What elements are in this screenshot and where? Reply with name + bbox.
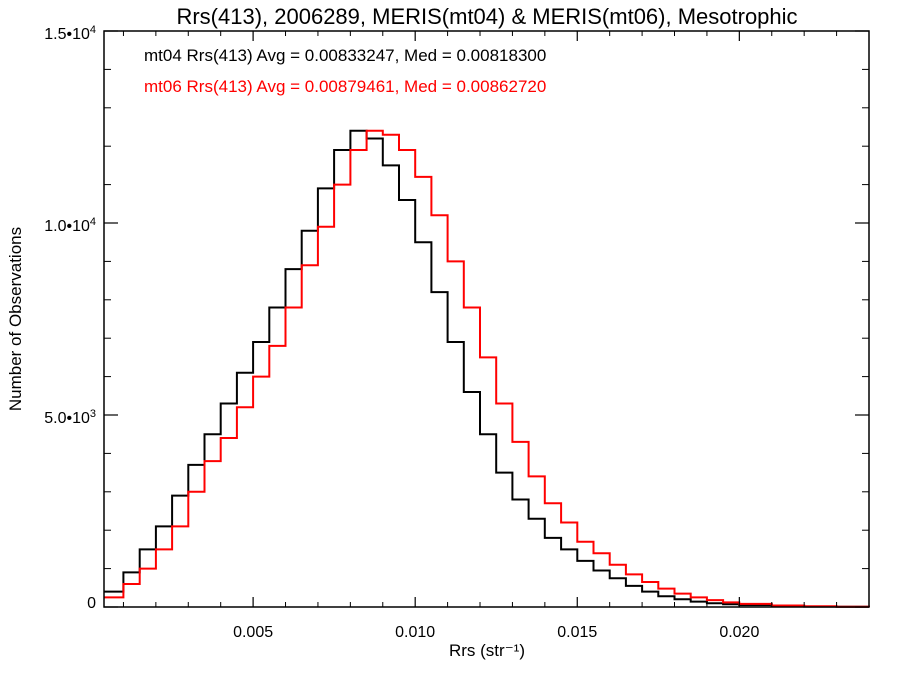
x-tick-label: 0.005: [233, 624, 273, 641]
x-tick-label: 0.015: [557, 624, 597, 641]
plot-frame: [103, 30, 870, 608]
x-tick-label: 0.010: [395, 624, 435, 641]
x-axis-label: Rrs (str⁻¹): [449, 641, 525, 660]
chart-title: Rrs(413), 2006289, MERIS(mt04) & MERIS(m…: [176, 4, 797, 29]
series-layer: [104, 129, 870, 608]
y-tick-label: 1.5•104: [44, 24, 96, 43]
y-tick-label: 5.0•103: [44, 408, 96, 427]
series-line-1: [104, 129, 870, 608]
y-tick-label: 0: [87, 595, 96, 612]
y-axis-ticks: 0 5.0•103 1.0•104 1.5•104: [44, 24, 869, 612]
y-tick-label: 1.0•104: [44, 216, 96, 235]
annotation-mt04: mt04 Rrs(413) Avg = 0.00833247, Med = 0.…: [144, 46, 546, 65]
y-axis-label: Number of Observations: [6, 227, 25, 411]
x-axis-ticks: 0.005 0.010 0.015 0.020: [122, 31, 838, 641]
annotation-mt06: mt06 Rrs(413) Avg = 0.00879461, Med = 0.…: [144, 77, 546, 96]
x-tick-label: 0.020: [719, 624, 759, 641]
series-line-0: [104, 129, 870, 608]
